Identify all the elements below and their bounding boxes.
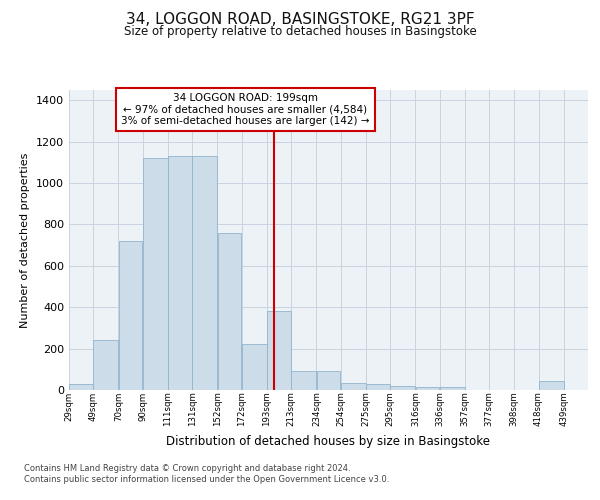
Bar — [69, 384, 93, 390]
Bar — [192, 156, 217, 390]
Text: 34 LOGGON ROAD: 199sqm
← 97% of detached houses are smaller (4,584)
3% of semi-d: 34 LOGGON ROAD: 199sqm ← 97% of detached… — [121, 93, 370, 126]
Text: 34, LOGGON ROAD, BASINGSTOKE, RG21 3PF: 34, LOGGON ROAD, BASINGSTOKE, RG21 3PF — [125, 12, 475, 28]
Bar — [94, 340, 118, 390]
Bar — [119, 241, 142, 390]
Bar — [242, 344, 267, 390]
X-axis label: Distribution of detached houses by size in Basingstoke: Distribution of detached houses by size … — [167, 434, 491, 448]
Bar — [366, 384, 390, 390]
Bar — [539, 380, 563, 390]
Y-axis label: Number of detached properties: Number of detached properties — [20, 152, 31, 328]
Text: Contains HM Land Registry data © Crown copyright and database right 2024.: Contains HM Land Registry data © Crown c… — [24, 464, 350, 473]
Bar — [390, 386, 415, 390]
Bar — [317, 372, 340, 390]
Bar — [341, 383, 366, 390]
Bar — [416, 387, 439, 390]
Text: Contains public sector information licensed under the Open Government Licence v3: Contains public sector information licen… — [24, 475, 389, 484]
Bar — [440, 387, 465, 390]
Bar — [143, 158, 168, 390]
Bar — [218, 233, 241, 390]
Text: Size of property relative to detached houses in Basingstoke: Size of property relative to detached ho… — [124, 25, 476, 38]
Bar — [267, 312, 291, 390]
Bar — [168, 156, 192, 390]
Bar — [291, 372, 316, 390]
